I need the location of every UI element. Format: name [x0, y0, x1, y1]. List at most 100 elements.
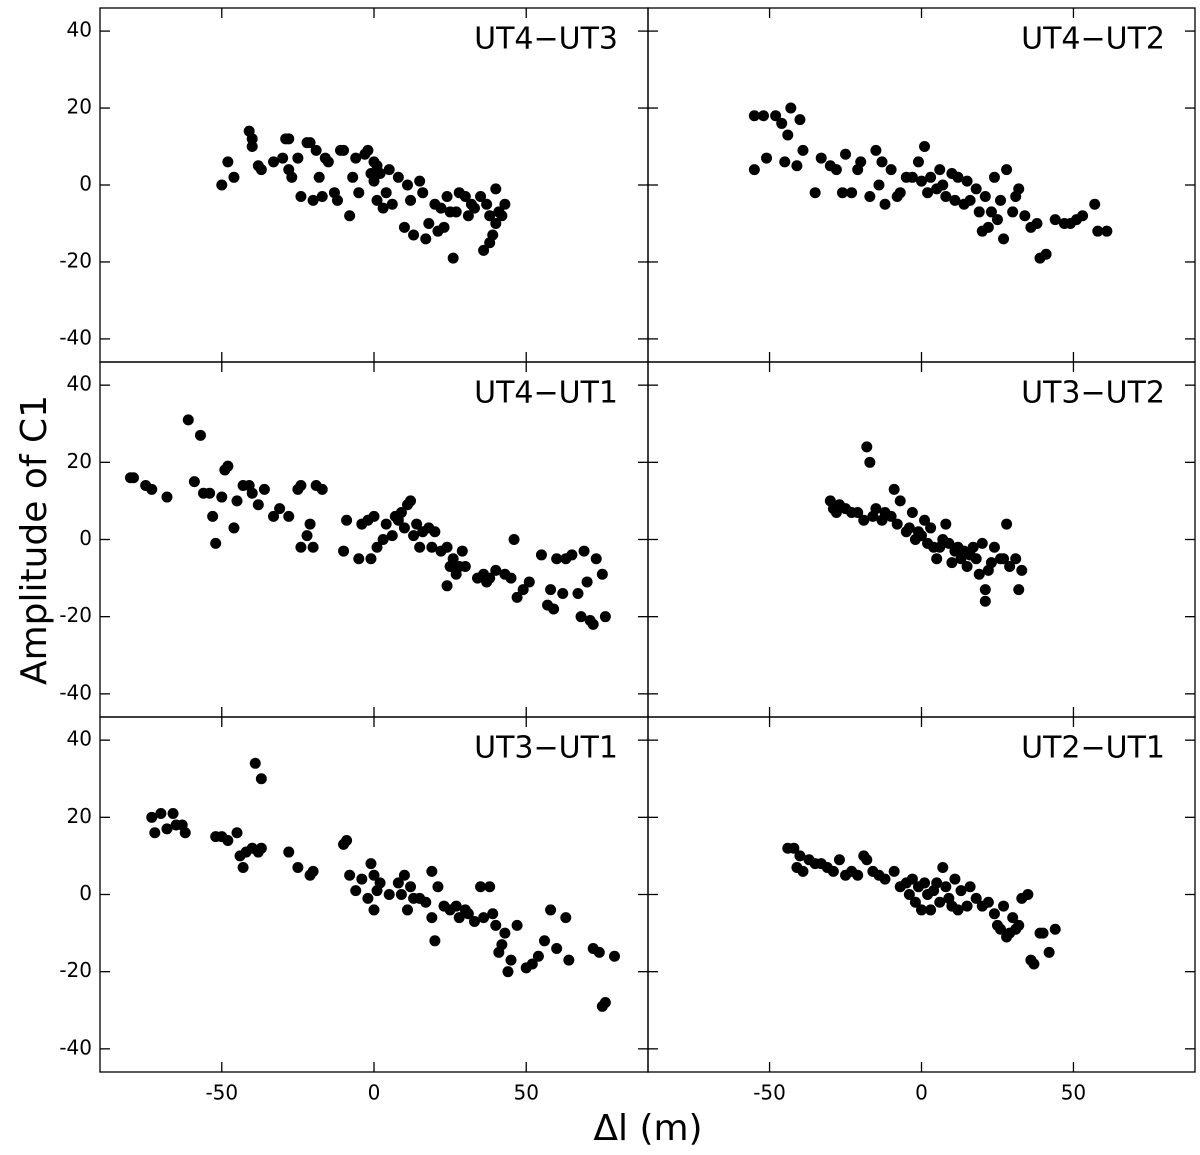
point — [246, 487, 258, 499]
panel-title: UT2−UT1 — [1021, 731, 1165, 766]
point — [1019, 210, 1031, 222]
point — [891, 518, 903, 530]
point — [237, 861, 249, 873]
point — [779, 156, 791, 168]
point — [420, 896, 432, 908]
point — [204, 487, 216, 499]
point — [855, 156, 867, 168]
point — [909, 896, 921, 908]
y-tick-label: 0 — [79, 881, 92, 905]
point — [478, 912, 490, 924]
point — [414, 175, 426, 187]
point — [459, 561, 471, 573]
point — [1001, 518, 1013, 530]
point — [295, 191, 307, 203]
point — [593, 946, 605, 958]
point — [350, 152, 362, 164]
point — [344, 869, 356, 881]
point — [161, 823, 173, 835]
point — [998, 233, 1010, 245]
point — [417, 187, 429, 199]
point — [906, 873, 918, 885]
point — [356, 873, 368, 885]
point — [609, 950, 621, 962]
point — [231, 827, 243, 839]
point — [961, 175, 973, 187]
point — [906, 171, 918, 183]
x-axis-label: Δl (m) — [593, 1108, 702, 1149]
point — [1089, 198, 1101, 210]
point — [538, 935, 550, 947]
point — [426, 865, 438, 877]
point — [995, 923, 1007, 935]
point — [258, 483, 270, 495]
point — [377, 534, 389, 545]
point — [490, 183, 502, 195]
panel-title: UT3−UT1 — [474, 731, 618, 766]
point — [523, 576, 535, 588]
point — [1092, 225, 1104, 237]
point — [398, 522, 410, 534]
point — [888, 865, 900, 877]
point — [429, 526, 441, 538]
point — [873, 179, 885, 191]
panel: UT4−UT2 — [647, 7, 1196, 363]
point — [341, 834, 353, 846]
panel-title: UT4−UT3 — [474, 22, 618, 57]
point — [916, 175, 927, 187]
point — [870, 144, 882, 156]
point — [295, 541, 307, 553]
point — [277, 152, 289, 164]
point — [545, 904, 557, 916]
point — [347, 171, 359, 183]
point — [776, 117, 788, 129]
point — [833, 854, 845, 866]
point — [952, 171, 964, 183]
point — [988, 541, 1000, 553]
y-tick-label: -20 — [59, 958, 92, 982]
point — [283, 510, 295, 522]
point — [405, 881, 417, 893]
point — [1010, 553, 1022, 565]
point — [377, 202, 389, 214]
point — [414, 541, 426, 553]
point — [286, 171, 298, 183]
point — [450, 900, 462, 912]
point — [852, 869, 864, 881]
point — [940, 881, 952, 893]
point — [441, 580, 453, 592]
point — [231, 495, 243, 507]
point — [411, 518, 423, 530]
point — [283, 133, 295, 145]
point — [304, 137, 316, 149]
point — [182, 414, 194, 426]
point — [179, 827, 191, 839]
point — [599, 611, 611, 623]
point — [970, 183, 982, 195]
point — [809, 187, 821, 199]
point — [429, 935, 441, 947]
point — [903, 889, 915, 900]
point — [563, 954, 575, 966]
point — [985, 206, 997, 218]
point — [307, 541, 319, 553]
point — [919, 514, 931, 526]
point — [988, 908, 1000, 920]
y-tick-label: -40 — [59, 325, 92, 349]
point — [949, 873, 961, 885]
point — [127, 472, 139, 484]
point — [268, 156, 280, 168]
point — [484, 210, 496, 222]
point — [770, 110, 782, 122]
point — [757, 110, 769, 122]
point — [505, 954, 517, 966]
point — [456, 545, 468, 557]
panel: UT3−UT1 -40 -20 0 20 40 -50 0 50 — [59, 716, 649, 1105]
point — [785, 102, 797, 114]
x-tick-label: -50 — [753, 1081, 786, 1105]
point — [405, 194, 417, 206]
point — [374, 877, 386, 889]
point — [1037, 927, 1049, 939]
point — [499, 198, 511, 210]
